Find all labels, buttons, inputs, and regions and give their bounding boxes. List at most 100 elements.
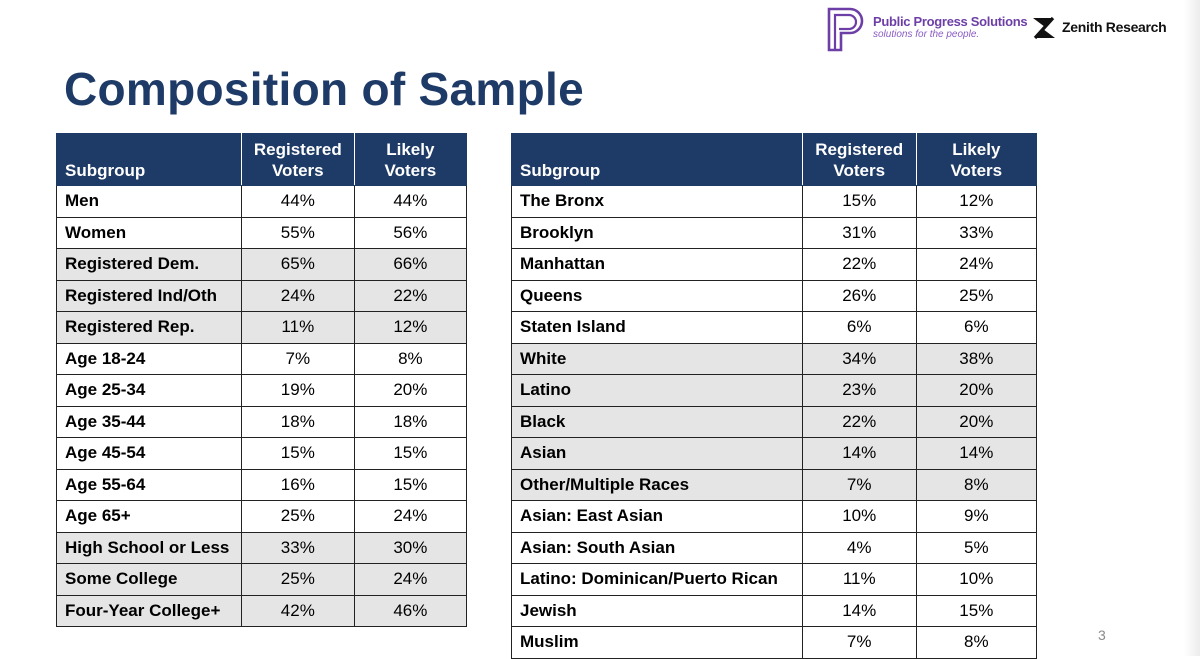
likely-voters-cell: 10% <box>915 563 1038 596</box>
column-header-subgroup: Subgroup <box>56 133 242 186</box>
subgroup-cell: Registered Dem. <box>56 248 242 281</box>
registered-voters-cell: 25% <box>240 563 355 596</box>
table-header-row: Subgroup Registered Voters Likely Voters <box>511 133 1038 186</box>
pps-logo-tagline: solutions for the people. <box>873 29 980 40</box>
registered-voters-cell: 18% <box>240 405 355 438</box>
likely-voters-cell: 25% <box>915 279 1038 312</box>
table-row: Age 25-34 19% 20% <box>56 374 468 407</box>
registered-voters-cell: 26% <box>801 279 917 312</box>
table-row: Latino 23% 20% <box>511 374 1038 407</box>
likely-voters-cell: 15% <box>353 468 468 501</box>
registered-voters-cell: 42% <box>240 594 355 627</box>
likely-voters-cell: 66% <box>353 248 468 281</box>
subgroup-cell: Queens <box>511 279 803 312</box>
likely-voters-cell: 33% <box>915 216 1038 249</box>
table-row: White 34% 38% <box>511 342 1038 375</box>
table-row: Black 22% 20% <box>511 405 1038 438</box>
subgroup-cell: Black <box>511 405 803 438</box>
table-row: Age 55-64 16% 15% <box>56 468 468 501</box>
registered-voters-cell: 7% <box>801 626 917 659</box>
registered-voters-cell: 14% <box>801 437 917 470</box>
likely-voters-cell: 56% <box>353 216 468 249</box>
subgroup-cell: Registered Rep. <box>56 311 242 344</box>
likely-voters-cell: 6% <box>915 311 1038 344</box>
registered-voters-cell: 14% <box>801 594 917 627</box>
subgroup-cell: Muslim <box>511 626 803 659</box>
registered-voters-cell: 33% <box>240 531 355 564</box>
registered-voters-cell: 55% <box>240 216 355 249</box>
likely-voters-cell: 20% <box>915 374 1038 407</box>
subgroup-cell: Age 65+ <box>56 500 242 533</box>
zenith-research-logo: Zenith Research <box>1030 14 1180 42</box>
likely-voters-cell: 18% <box>353 405 468 438</box>
registered-voters-cell: 19% <box>240 374 355 407</box>
table-row: Women 55% 56% <box>56 216 468 249</box>
table-row: Age 45-54 15% 15% <box>56 437 468 470</box>
subgroup-cell: Four-Year College+ <box>56 594 242 627</box>
registered-voters-cell: 7% <box>240 342 355 375</box>
subgroup-cell: Age 55-64 <box>56 468 242 501</box>
subgroup-cell: Men <box>56 185 242 218</box>
likely-voters-cell: 5% <box>915 531 1038 564</box>
table-row: Asian: East Asian 10% 9% <box>511 500 1038 533</box>
registered-voters-cell: 22% <box>801 405 917 438</box>
table-row: Staten Island 6% 6% <box>511 311 1038 344</box>
column-header-likely-voters: Likely Voters <box>353 133 468 186</box>
registered-voters-cell: 23% <box>801 374 917 407</box>
column-header-subgroup: Subgroup <box>511 133 803 186</box>
likely-voters-cell: 24% <box>915 248 1038 281</box>
registered-voters-cell: 65% <box>240 248 355 281</box>
likely-voters-cell: 8% <box>915 468 1038 501</box>
page-title: Composition of Sample <box>64 63 584 115</box>
subgroup-cell: Asian: East Asian <box>511 500 803 533</box>
registered-voters-cell: 34% <box>801 342 917 375</box>
subgroup-cell: Jewish <box>511 594 803 627</box>
registered-voters-cell: 7% <box>801 468 917 501</box>
likely-voters-cell: 30% <box>353 531 468 564</box>
registered-voters-cell: 11% <box>801 563 917 596</box>
table-row: Registered Dem. 65% 66% <box>56 248 468 281</box>
table-left-body: Men 44% 44% Women 55% 56% Registered Dem. 65% 66… <box>56 185 468 627</box>
likely-voters-cell: 15% <box>915 594 1038 627</box>
subgroup-cell: The Bronx <box>511 185 803 218</box>
table-right-body: The Bronx 15% 12% Brooklyn 31% 33% Manhattan 22… <box>511 185 1038 659</box>
likely-voters-cell: 38% <box>915 342 1038 375</box>
registered-voters-cell: 24% <box>240 279 355 312</box>
registered-voters-cell: 25% <box>240 500 355 533</box>
table-row: Registered Rep. 11% 12% <box>56 311 468 344</box>
likely-voters-cell: 14% <box>915 437 1038 470</box>
likely-voters-cell: 9% <box>915 500 1038 533</box>
subgroup-cell: Women <box>56 216 242 249</box>
column-header-likely-voters: Likely Voters <box>915 133 1038 186</box>
column-header-registered-voters: Registered Voters <box>801 133 917 186</box>
likely-voters-cell: 8% <box>915 626 1038 659</box>
likely-voters-cell: 12% <box>915 185 1038 218</box>
registered-voters-cell: 44% <box>240 185 355 218</box>
subgroup-cell: Age 35-44 <box>56 405 242 438</box>
table-row: High School or Less 33% 30% <box>56 531 468 564</box>
registered-voters-cell: 10% <box>801 500 917 533</box>
subgroup-cell: Age 25-34 <box>56 374 242 407</box>
subgroup-cell: Brooklyn <box>511 216 803 249</box>
likely-voters-cell: 22% <box>353 279 468 312</box>
likely-voters-cell: 46% <box>353 594 468 627</box>
table-row: Four-Year College+ 42% 46% <box>56 594 468 627</box>
subgroup-cell: Age 18-24 <box>56 342 242 375</box>
registered-voters-cell: 6% <box>801 311 917 344</box>
public-progress-solutions-logo: Public Progress Solutions solutions for … <box>826 6 1028 52</box>
registered-voters-cell: 16% <box>240 468 355 501</box>
table-row: Some College 25% 24% <box>56 563 468 596</box>
subgroup-cell: Other/Multiple Races <box>511 468 803 501</box>
composition-table-left: Subgroup Registered Voters Likely Voters M… <box>56 133 468 627</box>
column-header-registered-voters: Registered Voters <box>240 133 355 186</box>
table-row: Latino: Dominican/Puerto Rican 11% 10% <box>511 563 1038 596</box>
page-number: 3 <box>1098 627 1106 643</box>
pps-logo-name: Public Progress Solutions <box>873 14 1028 29</box>
subgroup-cell: Asian <box>511 437 803 470</box>
table-row: The Bronx 15% 12% <box>511 185 1038 218</box>
table-row: Age 35-44 18% 18% <box>56 405 468 438</box>
registered-voters-cell: 11% <box>240 311 355 344</box>
pps-p-monogram-icon <box>827 7 864 52</box>
registered-voters-cell: 4% <box>801 531 917 564</box>
table-row: Asian: South Asian 4% 5% <box>511 531 1038 564</box>
